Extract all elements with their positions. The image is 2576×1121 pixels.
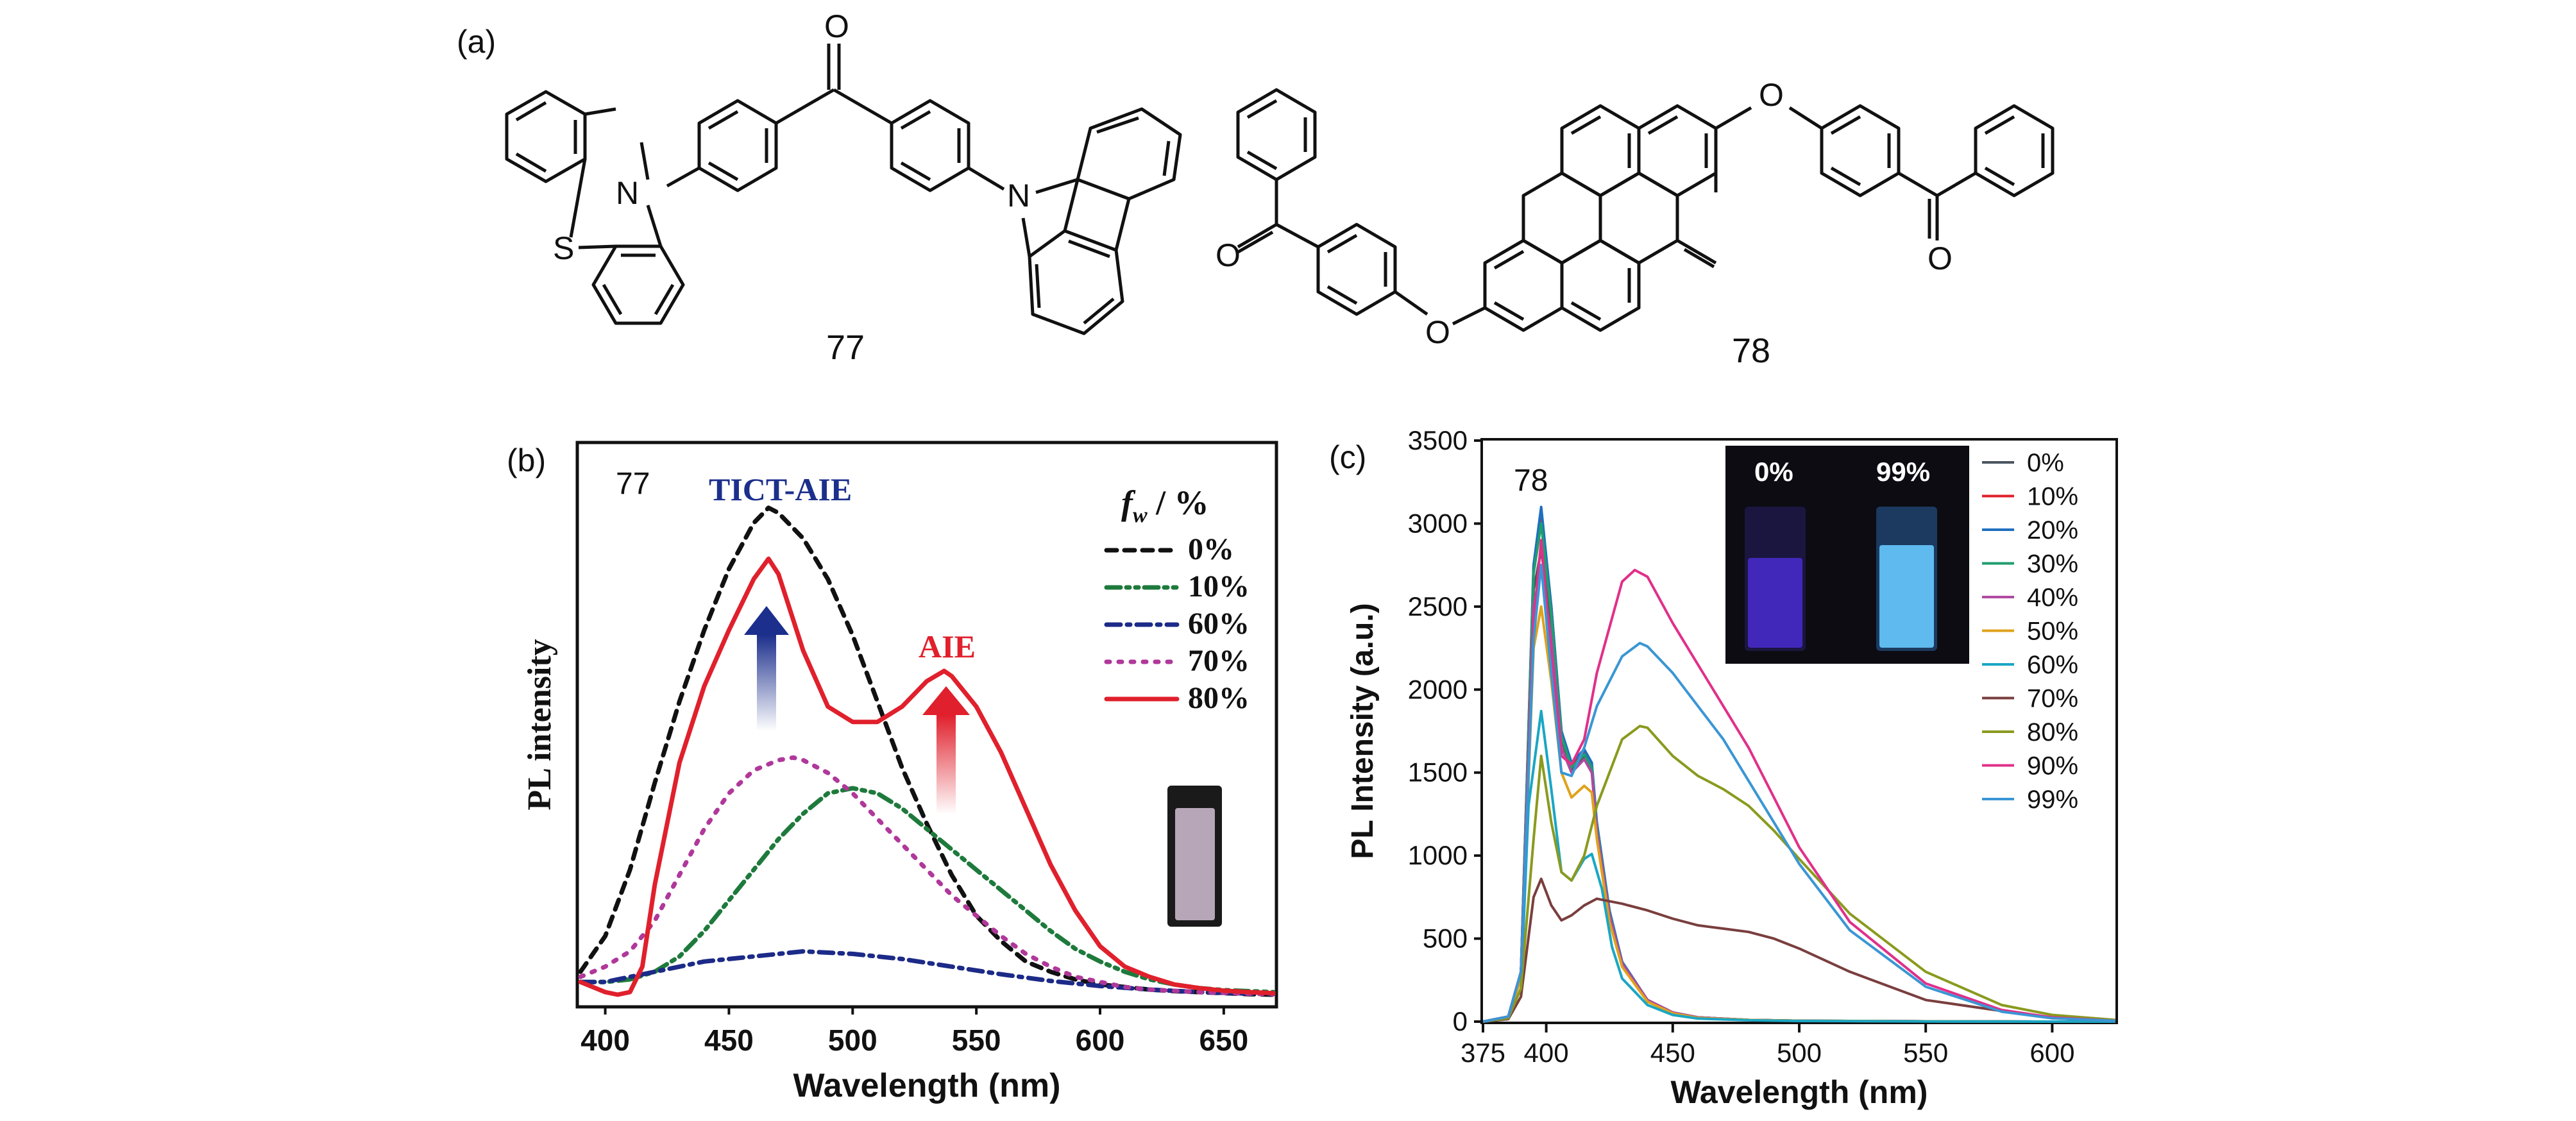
chart-b-xtick-label: 650 (1199, 1024, 1248, 1057)
chart-c-legend-label-99pct: 99% (2027, 786, 2078, 814)
oxygen-atom-77: O (824, 8, 849, 44)
phenyl-left-78 (1316, 223, 1428, 316)
pyrene-core (1452, 104, 1752, 332)
chart-b-legend-title: fw / % (1121, 484, 1209, 527)
chart-c-series-50pct (1482, 605, 2115, 1023)
oxygen-atom-78-ether-left: O (1425, 314, 1450, 350)
chart-b-xtick-label: 450 (704, 1024, 754, 1057)
chart-c-xtick-label: 375 (1461, 1038, 1505, 1068)
chart-c-ylabel: PL Intensity (a.u.) (1346, 603, 1380, 859)
oxygen-atom-78-carbonyl-right: O (1928, 240, 1953, 276)
structure-78: O O (1216, 77, 2055, 370)
chart-b-legend-label-0pct: 0% (1188, 532, 1234, 566)
chart-c-sample-label: 78 (1514, 464, 1548, 498)
chart-c-ytick-label: 500 (1423, 923, 1468, 954)
chart-b-legend-label-70pct: 70% (1188, 644, 1250, 678)
chart-c-legend-label-30pct: 30% (2027, 550, 2078, 578)
panel-label-b: (b) (507, 442, 546, 478)
chart-c-xtick-label: 500 (1777, 1038, 1822, 1068)
chart-c-ytick-label: 2500 (1408, 591, 1468, 621)
compound-label-77: 77 (826, 328, 865, 367)
phenothiazine-ring-left (505, 90, 587, 183)
oxygen-atom-78-ether-right: O (1759, 77, 1784, 113)
nitrogen-atom-77a: N (616, 175, 639, 211)
chart-c-legend-label-90pct: 90% (2027, 752, 2078, 780)
chart-b-legend-label-60pct: 60% (1188, 607, 1250, 641)
phenyl-ring-right-77 (890, 99, 1005, 192)
arrow-up-blue-icon (744, 606, 789, 731)
chart-c-ytick-label: 1500 (1408, 757, 1468, 788)
chart-c-xtick-label: 400 (1524, 1038, 1569, 1068)
chart-c-ytick-label: 3000 (1408, 508, 1468, 538)
chart-c-series-70pct (1482, 877, 2116, 1023)
chart-b-x-ticks: 400 450 500 550 600 650 (580, 1007, 1248, 1057)
chart-c-legend-label-70pct: 70% (2027, 685, 2078, 713)
chart-c-ytick-label: 0 (1453, 1006, 1468, 1036)
inset-label-0pct: 0% (1754, 457, 1793, 487)
chart-c-xtick-label: 450 (1650, 1038, 1695, 1068)
chart-c-legend-label-80pct: 80% (2027, 718, 2078, 746)
vials-photo-inset: 0% 99% (1725, 446, 1969, 664)
benzoyl-right-78 (1974, 104, 2055, 198)
chart-c-series-90pct (1482, 539, 2116, 1023)
chart-c-ytick-label: 1000 (1408, 840, 1468, 870)
benzoyl-left-78 (1236, 88, 1319, 254)
inset-label-99pct: 99% (1876, 457, 1930, 487)
chart-c-ytick-label: 2000 (1408, 674, 1468, 704)
chart-b-legend-label-80pct: 80% (1188, 681, 1250, 715)
oxygen-atom-78-carbonyl-left: O (1216, 237, 1241, 273)
chart-b-legend: fw / % (1121, 484, 1209, 527)
chart-c-y-ticks: 0 500 1000 1500 2000 2500 3000 3500 (1408, 425, 1483, 1036)
chart-c-legend-label-10pct: 10% (2027, 483, 2078, 511)
annotation-aie: AIE (919, 628, 976, 664)
chart-b-series-80pct (578, 556, 1276, 997)
annotation-tict-aie: TICT-AIE (709, 471, 852, 507)
phenothiazine-ring-bottom (591, 205, 685, 325)
chart-b-series-60pct (578, 949, 1276, 997)
chart-b-xtick-label: 400 (580, 1024, 630, 1057)
structure-77: S N O (505, 8, 1182, 367)
chart-c-legend-label-50pct: 50% (2027, 618, 2078, 646)
sulfur-atom: S (553, 230, 574, 266)
phenyl-right-78 (1788, 104, 1977, 240)
chart-b-xtick-label: 500 (828, 1024, 877, 1057)
chart-c-xtick-label: 550 (1903, 1038, 1948, 1068)
chart-c-xtick-label: 600 (2029, 1038, 2074, 1068)
chart-c-legend-label-0pct: 0% (2027, 449, 2064, 477)
chart-b-frame (575, 441, 1278, 1009)
chart-b-curves (578, 505, 1276, 997)
chart-b-legend-label-10pct: 10% (1188, 569, 1250, 603)
chart-c-series-60pct (1482, 709, 2115, 1023)
chart-b-xtick-label: 600 (1076, 1024, 1125, 1057)
panel-label-c: (c) (1329, 439, 1366, 475)
chart-b-ylabel: PL intensity (521, 639, 558, 810)
carbonyl-77 (775, 44, 893, 125)
chart-c-legend-label-60pct: 60% (2027, 651, 2078, 679)
chart-b-series-70pct (578, 755, 1276, 997)
chart-c-legend-label-40pct: 40% (2027, 584, 2078, 612)
n-phenyl-ring-77 (666, 99, 778, 192)
chart-c-legend: 0% 10% 20% 30% 40% 50% 60% 70% 80% 90% 99% (1982, 449, 2078, 814)
arrow-up-red-icon (922, 686, 970, 814)
chart-c-series-80pct (1482, 725, 2116, 1023)
chart-c-x-ticks: 375 400 450 500 550 600 (1461, 1023, 2074, 1068)
vial-photo-inset (1167, 786, 1222, 927)
chart-c-legend-label-20pct: 20% (2027, 516, 2078, 544)
phenothiazine-central-ring (569, 107, 650, 249)
chart-c-series-99pct (1482, 564, 2116, 1023)
carbazole-unit (1021, 107, 1182, 335)
panel-label-a: (a) (457, 24, 496, 60)
chart-c-curves (1482, 505, 2116, 1023)
chart-b-xlabel: Wavelength (nm) (793, 1067, 1061, 1104)
chart-b-xtick-label: 550 (952, 1024, 1001, 1057)
compound-label-78: 78 (1732, 332, 1770, 370)
chart-c-xlabel: Wavelength (nm) (1671, 1074, 1928, 1110)
chart-c: 78 0% 99% 0% 10% 20% 30% 40% 50% 60% 70% 80% 90% 9… (1346, 425, 2118, 1110)
nitrogen-atom-77b: N (1007, 178, 1030, 214)
chart-b: 77 TICT-AIE AIE fw / % (521, 441, 1278, 1104)
chart-c-ytick-label: 3500 (1408, 425, 1468, 455)
chart-b-sample-label: 77 (616, 467, 650, 501)
